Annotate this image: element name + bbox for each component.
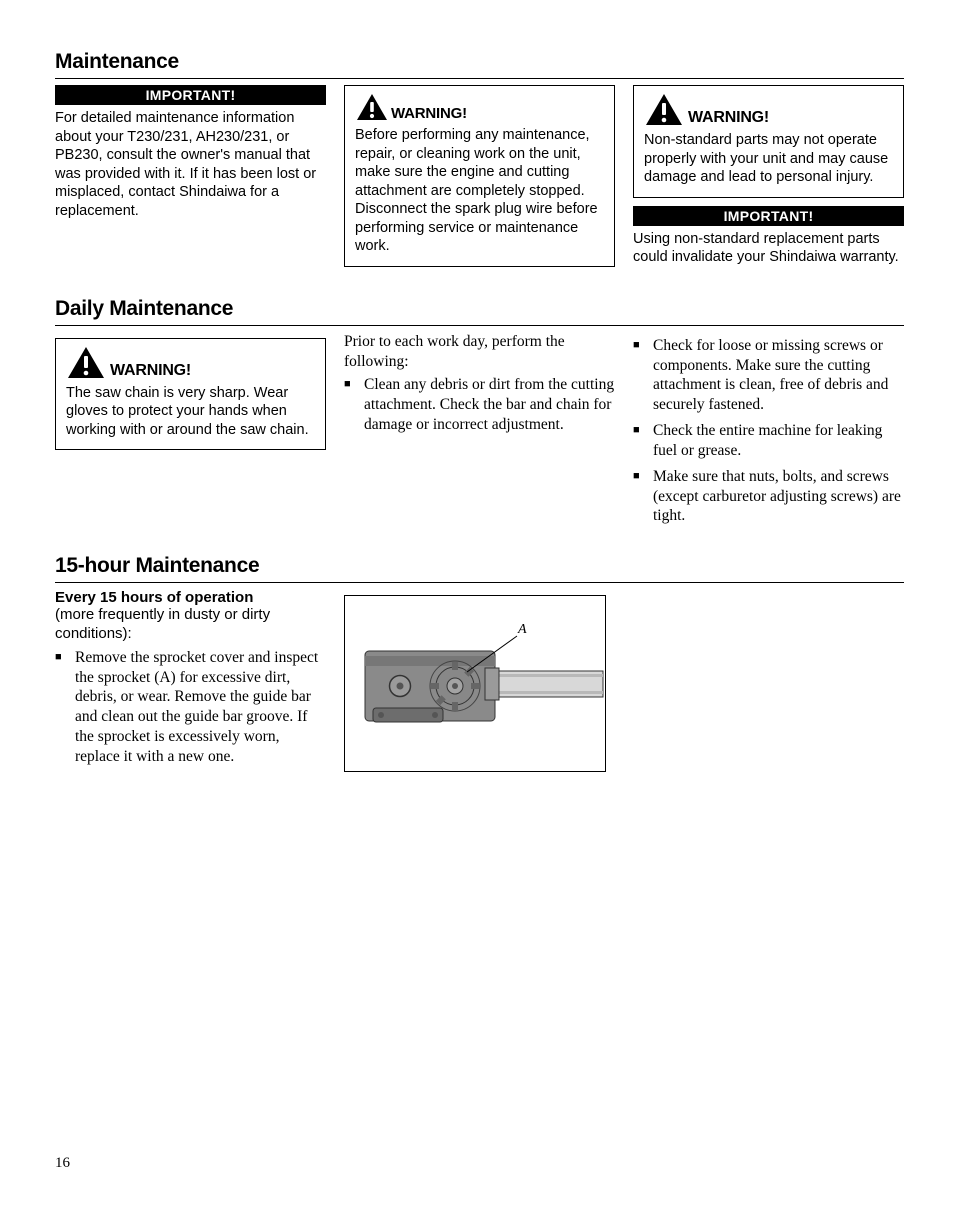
daily-bullet-3: Check the entire machine for leaking fue… [633,421,904,461]
rule-15hour [55,582,904,583]
important-bar-1: IMPORTANT! [55,85,326,105]
daily-bullet-4: Make sure that nuts, bolts, and screws (… [633,467,904,526]
warning-box-2: WARNING! Non-standard parts may not oper… [633,85,904,198]
daily-col-2: Prior to each work day, perform the foll… [344,332,615,441]
warning-text-2: Non-standard parts may not operate prope… [644,131,893,187]
daily-col-3: Check for loose or missing screws or com… [633,332,904,532]
warning-label-1: WARNING! [391,105,467,122]
daily-bullet-1: Clean any debris or dirt from the cuttin… [344,375,615,434]
sprocket-diagram: A [344,595,606,772]
warning-triangle-icon [66,345,106,380]
maintenance-columns: IMPORTANT! For detailed maintenance info… [55,85,904,275]
page: Maintenance IMPORTANT! For detailed main… [0,0,954,1207]
warning-header-2: WARNING! [644,92,893,127]
warning-triangle-icon [644,92,684,127]
important-text-1: For detailed maintenance information abo… [55,109,326,220]
maint-col-3: WARNING! Non-standard parts may not oper… [633,85,904,267]
important-text-2: Using non-standard replacement parts cou… [633,230,904,267]
daily-intro: Prior to each work day, perform the foll… [344,332,615,372]
fifteen-col-2: A [344,589,615,772]
sprocket-svg [345,596,605,771]
daily-bullet-2: Check for loose or missing screws or com… [633,336,904,415]
warning-triangle-icon [355,92,389,122]
heading-daily: Daily Maintenance [55,297,904,321]
diagram-label-a: A [518,622,527,638]
fifteen-columns: Every 15 hours of operation (more freque… [55,589,904,772]
important-bar-2: IMPORTANT! [633,206,904,226]
fifteen-sub-bold: Every 15 hours of operation [55,589,326,606]
warning-text-1: Before performing any maintenance, repai… [355,126,604,256]
fifteen-col-1: Every 15 hours of operation (more freque… [55,589,326,772]
maint-col-2: WARNING! Before performing any maintenan… [344,85,615,275]
warning-header-1: WARNING! [355,92,604,122]
warning-box-1: WARNING! Before performing any maintenan… [344,85,615,267]
warning-label-3: WARNING! [110,362,191,380]
fifteen-sub-paren: (more frequently in dusty or dirty condi… [55,606,326,644]
heading-maintenance: Maintenance [55,50,904,74]
fifteen-list: Remove the sprocket cover and inspect th… [55,648,326,767]
warning-label-2: WARNING! [688,109,769,127]
heading-15hour: 15-hour Maintenance [55,554,904,578]
daily-columns: WARNING! The saw chain is very sharp. We… [55,332,904,532]
daily-col-1: WARNING! The saw chain is very sharp. We… [55,332,326,459]
rule-maintenance [55,78,904,79]
warning-box-3: WARNING! The saw chain is very sharp. We… [55,338,326,451]
daily-list-2: Check for loose or missing screws or com… [633,336,904,526]
warning-text-3: The saw chain is very sharp. Wear gloves… [66,384,315,440]
page-number: 16 [55,1155,70,1172]
maint-col-1: IMPORTANT! For detailed maintenance info… [55,85,326,220]
rule-daily [55,325,904,326]
daily-list-1: Clean any debris or dirt from the cuttin… [344,375,615,434]
fifteen-bullet-1: Remove the sprocket cover and inspect th… [55,648,326,767]
warning-header-3: WARNING! [66,345,315,380]
